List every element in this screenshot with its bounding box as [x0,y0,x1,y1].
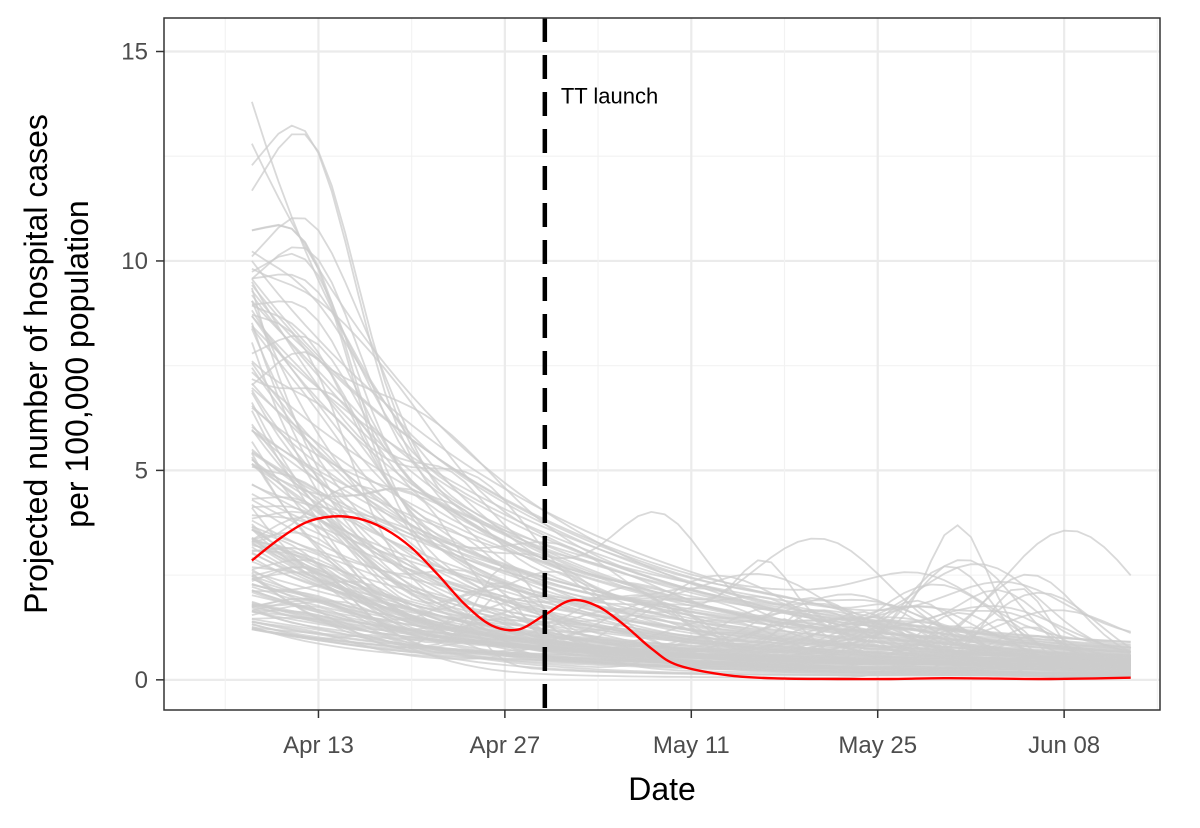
background-series-line [251,483,1132,653]
y-tick-label: 15 [121,39,148,66]
background-series-line [251,452,1131,658]
y-tick-label: 10 [121,248,148,275]
background-series-line [251,623,1131,660]
y-tick-label: 5 [135,457,148,484]
x-tick-label: May 25 [838,732,917,759]
x-axis: Apr 13 Apr 27 May 11 May 25 Jun 08 [283,710,1100,759]
background-series-line [251,284,1131,646]
background-series-line [251,405,1131,657]
x-tick-label: Apr 13 [283,732,354,759]
highlight-series [251,515,1131,681]
y-axis: 0 5 10 15 [121,39,164,694]
background-series-line [251,217,1131,663]
plot-panel-border [163,17,1161,711]
background-series-line [251,571,1132,648]
x-tick-label: Apr 27 [470,732,541,759]
background-series-line [251,540,1131,675]
x-tick-label: May 11 [653,732,730,759]
highlight-series-line [251,515,1131,681]
background-series-line [251,591,1132,671]
background-series-line [251,429,1131,644]
x-tick-label: Jun 08 [1028,732,1100,759]
y-axis-title-line-1: Projected number of hospital cases [18,114,54,614]
y-tick-label: 0 [135,667,148,694]
tt-launch-label: TT launch [561,83,658,108]
background-series-line [251,273,1131,647]
background-series-line [251,531,1131,663]
background-series-line [251,606,1131,679]
grid [164,18,1160,710]
background-series-line [251,246,1131,654]
background-series-line [251,351,1131,657]
x-axis-title: Date [628,771,696,807]
background-series-line [251,525,1131,660]
y-axis-title-line-2: per 100,000 population [59,200,95,527]
background-series-line [251,559,1131,657]
background-series-line [251,267,1131,656]
background-series [251,101,1132,679]
background-series-line [251,300,1131,656]
